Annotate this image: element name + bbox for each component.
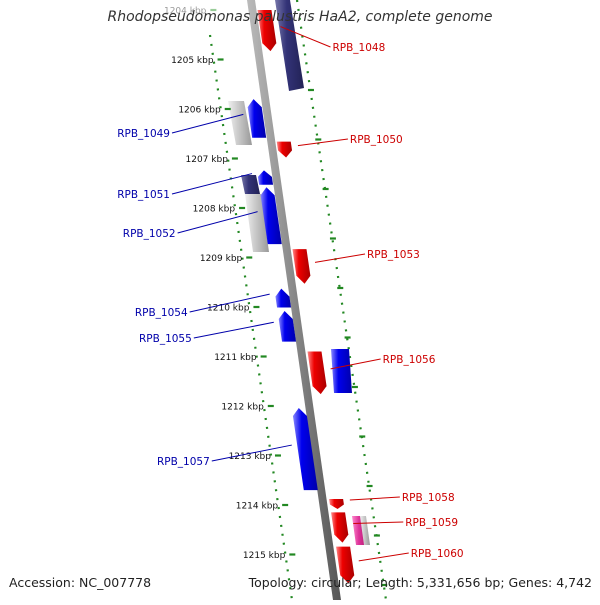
gene-arrow[interactable]	[331, 512, 349, 543]
genome-backbone	[247, 0, 341, 600]
gene-label[interactable]: RPB_1052	[123, 228, 176, 240]
other-forward-feature	[331, 349, 352, 393]
gene-arrow[interactable]	[292, 407, 318, 491]
gene-leader-line	[349, 496, 400, 501]
gene-labels: RPB_1048 RPB_1049 RPB_1050 RPB_1051 RPB_1052…	[117, 26, 464, 562]
gene-label[interactable]: RPB_1054	[135, 307, 188, 319]
gene-arrow[interactable]	[275, 288, 292, 308]
gene-leader-line	[330, 358, 381, 370]
gene-arrow[interactable]	[257, 170, 274, 185]
gene-leader-line	[358, 552, 409, 562]
gene-label[interactable]: RPB_1055	[139, 333, 192, 345]
kbp-tick-label: 1207 kbp	[186, 155, 229, 165]
gene-label[interactable]: RPB_1048	[332, 42, 385, 54]
kbp-tick-label: 1206 kbp	[178, 106, 221, 116]
gene-leader-line	[189, 293, 270, 313]
kbp-tick-label: 1211 kbp	[214, 353, 257, 363]
kbp-tick-label: 1213 kbp	[229, 452, 272, 462]
gene-leader-line	[280, 26, 331, 48]
gene-label[interactable]: RPB_1059	[405, 517, 458, 529]
gene-label[interactable]: RPB_1049	[117, 128, 170, 140]
gene-arrow[interactable]	[260, 187, 282, 245]
gene-leader-line	[314, 253, 366, 263]
other-forward-feature	[241, 175, 260, 194]
kbp-tick-label: 1215 kbp	[243, 551, 286, 561]
gene-arrow[interactable]	[292, 249, 311, 284]
gene-arrow[interactable]	[307, 351, 327, 395]
map-title: Rhodopseudomonas palustris HaA2, complet…	[107, 9, 493, 25]
gene-arrow[interactable]	[257, 9, 277, 52]
kbp-tick-label: 1212 kbp	[221, 403, 264, 413]
kbp-tick-label: 1205 kbp	[171, 56, 214, 66]
gene-label[interactable]: RPB_1058	[402, 492, 455, 504]
other-forward-feature	[275, 0, 304, 91]
gene-leader-line	[171, 113, 244, 134]
gene-leader-line	[193, 321, 274, 339]
gene-leader-line	[353, 521, 404, 525]
kbp-tick-label: 1209 kbp	[200, 254, 243, 264]
gene-arrow[interactable]	[247, 99, 267, 138]
gene-arrow[interactable]	[336, 546, 355, 584]
gene-features	[247, 9, 355, 584]
gene-leader-line	[171, 173, 253, 195]
gene-label[interactable]: RPB_1056	[383, 354, 436, 366]
gene-arrow[interactable]	[276, 141, 293, 158]
gene-leader-line	[297, 138, 348, 147]
kbp-tick-label: 1204 kbp	[164, 7, 207, 17]
gene-label[interactable]: RPB_1057	[157, 456, 210, 468]
gene-leader-line	[211, 444, 292, 462]
gene-label[interactable]: RPB_1050	[350, 134, 403, 146]
kbp-tick-label: 1208 kbp	[193, 205, 236, 215]
kbp-tick-label: 1210 kbp	[207, 304, 250, 314]
gene-arrow[interactable]	[329, 499, 344, 509]
other-neutral-feature	[228, 101, 252, 145]
gene-label[interactable]: RPB_1051	[117, 189, 170, 201]
kbp-ticks: 1204 kbp 1205 kbp 1206 kbp 1207 kbp 1208 kbp…	[164, 7, 388, 587]
accession-label: Accession: NC_007778	[9, 575, 152, 590]
gene-arrow[interactable]	[278, 310, 297, 342]
gene-leader-line	[177, 211, 258, 234]
gene-label[interactable]: RPB_1060	[411, 548, 464, 560]
kbp-tick-label: 1214 kbp	[236, 502, 279, 512]
genome-summary: Topology: circular; Length: 5,331,656 bp…	[248, 575, 592, 590]
gene-label[interactable]: RPB_1053	[367, 249, 420, 261]
right-dotted-track	[295, 0, 388, 601]
